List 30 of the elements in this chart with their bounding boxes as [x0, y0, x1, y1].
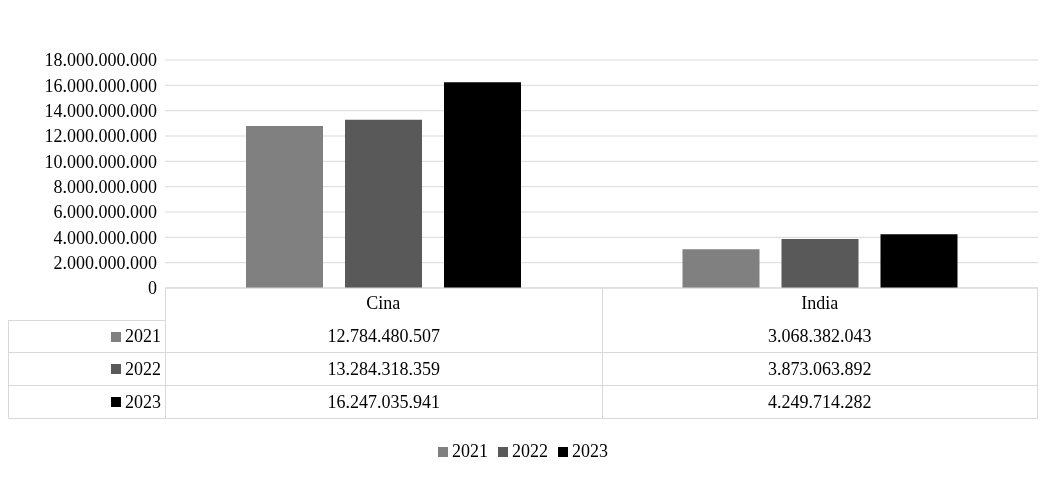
y-tick-label: 8.000.000.000	[53, 177, 157, 198]
data-label: 3.873.063.892	[601, 353, 1038, 385]
data-label: 3.068.382.043	[601, 320, 1038, 352]
data-label: 4.249.714.282	[601, 386, 1038, 418]
bar	[781, 238, 859, 288]
x-tick-label: Cina	[366, 292, 401, 313]
data-label: 13.284.318.359	[165, 353, 602, 385]
y-tick-label: 16.000.000.000	[44, 75, 157, 96]
y-tick-label: 12.000.000.000	[44, 126, 157, 147]
text: 2022	[125, 358, 161, 379]
y-tick-label: 0	[148, 278, 157, 299]
bar	[444, 82, 521, 288]
bar	[682, 249, 760, 288]
text: 2023	[125, 391, 161, 412]
bar	[246, 126, 323, 288]
bar	[345, 119, 422, 288]
y-tick-label: 10.000.000.000	[44, 151, 157, 172]
y-tick-label: 18.000.000.000	[44, 50, 157, 71]
legend-label: 2023	[572, 441, 608, 462]
text: 2021	[452, 441, 488, 461]
y-tick-label: 14.000.000.000	[44, 101, 157, 122]
y-tick-label: 6.000.000.000	[53, 202, 157, 223]
legend-label: 2021	[125, 326, 161, 347]
y-tick-label: 2.000.000.000	[53, 253, 157, 274]
data-label: 12.784.480.507	[165, 320, 602, 352]
data-label: 16.247.035.941	[165, 386, 602, 418]
bar	[880, 234, 958, 288]
x-tick-label: India	[801, 292, 839, 313]
legend-label: 2022	[512, 441, 548, 462]
y-tick-label: 4.000.000.000	[53, 227, 157, 248]
